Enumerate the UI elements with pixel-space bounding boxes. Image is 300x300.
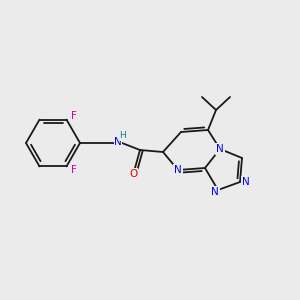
Text: N: N: [114, 137, 122, 147]
Text: O: O: [129, 169, 137, 179]
Text: N: N: [216, 144, 224, 154]
Text: F: F: [70, 111, 76, 121]
Text: N: N: [174, 165, 182, 175]
Text: N: N: [211, 187, 219, 197]
Text: N: N: [242, 177, 250, 187]
Text: H: H: [120, 131, 126, 140]
Text: F: F: [70, 165, 76, 176]
